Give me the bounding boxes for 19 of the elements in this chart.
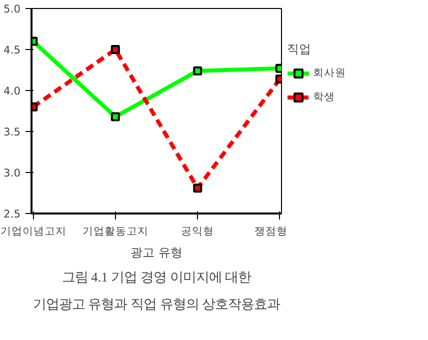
y-tick-label: 4.0 bbox=[4, 84, 21, 98]
y-tick-label: 4.5 bbox=[4, 44, 21, 56]
x-tick-label: 쟁점형 bbox=[254, 224, 288, 238]
x-tick-label: 기업활동고지 bbox=[82, 224, 148, 238]
x-tick-label: 공익형 bbox=[181, 224, 214, 238]
y-tick-label: 2.5 bbox=[4, 208, 21, 220]
legend-label: 학생 bbox=[313, 90, 335, 104]
x-axis-title: 광고 유형 bbox=[130, 246, 182, 260]
legend-title: 직업 bbox=[287, 41, 312, 58]
point bbox=[193, 66, 202, 76]
x-tick-label: 기업이념고지 bbox=[0, 224, 66, 238]
point bbox=[110, 112, 120, 122]
legend-label: 회사원 bbox=[313, 66, 346, 80]
y-tick-label: 3.5 bbox=[4, 126, 21, 138]
y-tick-label: 3.0 bbox=[4, 166, 21, 180]
caption: 그림 4.1 기업 경영 이미지에 대한 기업광고 유형과 직업 유형의 상호작용효과 bbox=[32, 270, 280, 312]
y-tick-label: 5.0 bbox=[4, 2, 21, 16]
point bbox=[110, 45, 120, 54]
point bbox=[193, 184, 202, 193]
